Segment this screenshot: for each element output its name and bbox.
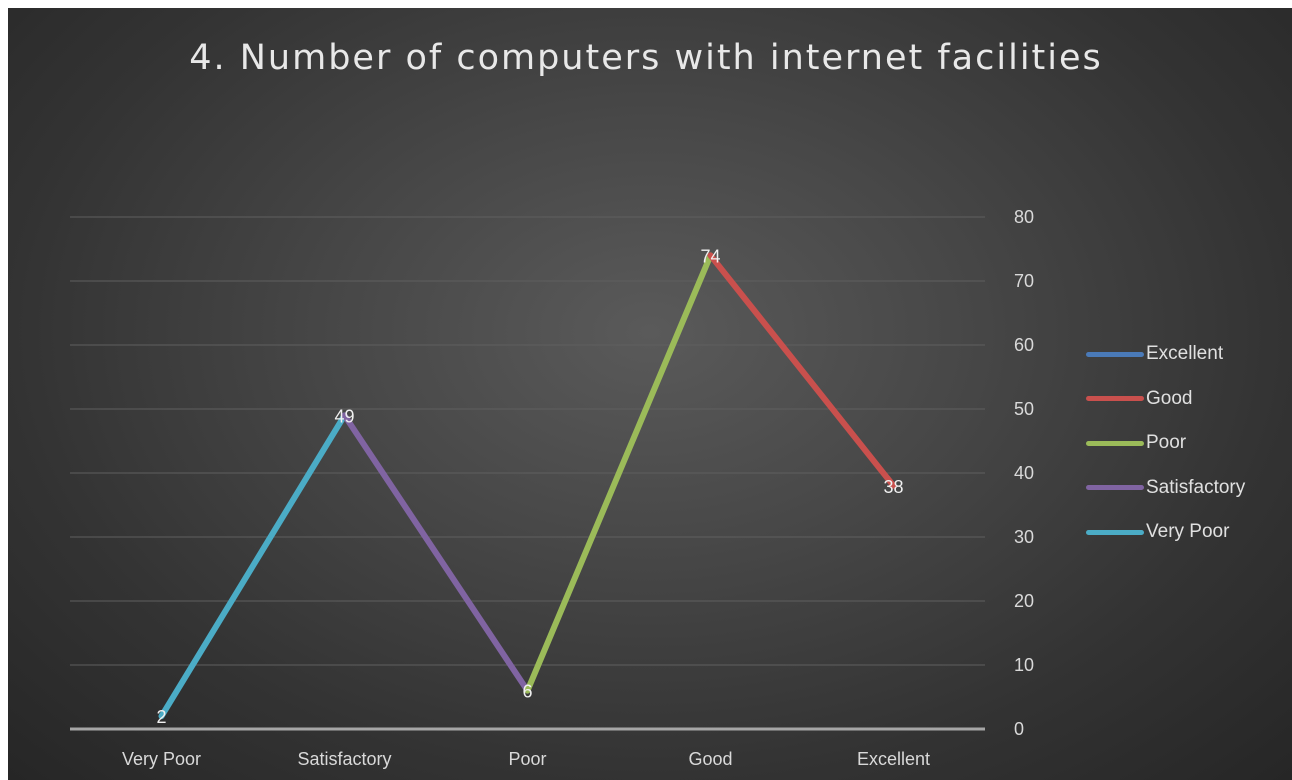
legend-label: Very Poor [1146,521,1230,543]
line-segment [524,252,714,694]
y-axis-tick-labels: 0 10 20 30 40 50 60 70 80 [1014,207,1034,739]
legend-item: Excellent [1086,332,1245,377]
legend: Excellent Good Poor Satisfactory Very Poor [1086,332,1245,555]
legend-swatch [1086,396,1144,402]
x-tick-label: Very Poor [122,749,201,769]
y-tick-label: 80 [1014,207,1034,227]
data-label: 2 [156,707,166,727]
y-tick-label: 30 [1014,527,1034,547]
line-segment [707,252,897,489]
legend-label: Satisfactory [1146,476,1246,498]
legend-swatch [1086,440,1144,446]
gridlines [70,216,985,666]
line-segments [158,252,897,720]
x-axis-tick-labels: Very Poor Satisfactory Poor Good Excellent [122,749,930,769]
y-tick-label: 70 [1014,271,1034,291]
x-tick-label: Poor [508,749,546,769]
legend-swatch [1086,485,1144,491]
legend-item: Satisfactory [1086,466,1245,511]
y-tick-label: 20 [1014,591,1034,611]
y-tick-label: 60 [1014,335,1034,355]
legend-item: Very Poor [1086,510,1245,555]
legend-item: Poor [1086,421,1245,466]
y-tick-label: 50 [1014,399,1034,419]
x-tick-label: Good [688,749,732,769]
data-label: 6 [522,682,532,702]
y-tick-label: 10 [1014,655,1034,675]
legend-label: Poor [1146,432,1187,454]
y-tick-label: 0 [1014,719,1024,739]
line-segment [341,412,531,694]
x-tick-label: Satisfactory [297,749,391,769]
legend-label: Good [1146,387,1193,409]
x-tick-label: Excellent [857,749,930,769]
data-label: 74 [700,246,720,266]
y-tick-label: 40 [1014,463,1034,483]
legend-swatch [1086,529,1144,535]
data-label: 38 [883,477,903,497]
legend-item: Good [1086,377,1245,422]
data-label: 49 [334,406,354,426]
top-margin [0,0,1292,8]
line-segment [158,412,348,720]
legend-label: Excellent [1146,343,1224,365]
legend-swatch [1086,351,1144,357]
chart-title: 4. Number of computers with internet fac… [189,38,1103,78]
data-labels: 2 49 6 74 38 [156,246,903,727]
